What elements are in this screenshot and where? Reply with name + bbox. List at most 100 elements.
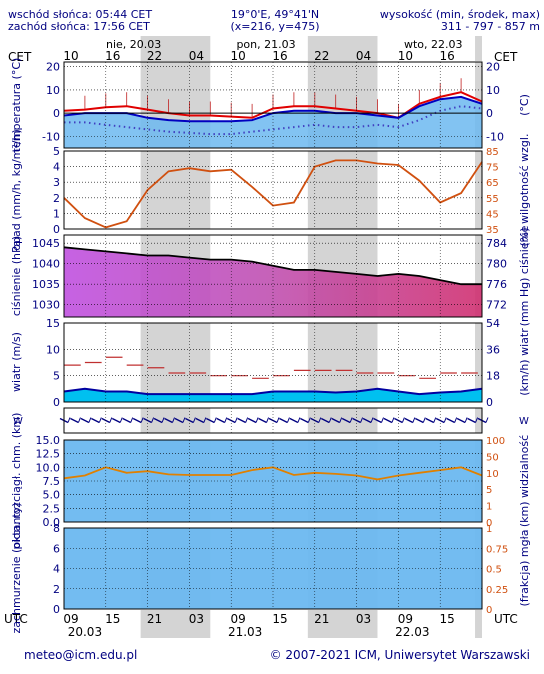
utc-label: UTC [4, 612, 28, 626]
wind-direction-arrow [446, 417, 455, 424]
visibility-tick-label: 50 [486, 452, 499, 463]
wind-direction-barb [276, 417, 280, 423]
cloudcover-tick-label: 2 [53, 583, 60, 596]
pressure-tick-label: 1035 [32, 278, 60, 291]
cloud-tick-label: 10.0 [36, 461, 61, 474]
left-axis-title: wiatr (m/s) [10, 332, 23, 392]
wind-direction-barb [88, 417, 92, 423]
top-timeline-bg [64, 36, 482, 61]
panel-frame [63, 407, 483, 434]
wind-direction-arrow [153, 417, 163, 424]
right-axis-title: (km) widzialność [518, 435, 531, 527]
wind-direction-barb [286, 417, 290, 423]
humidity-tick-label: 75 [486, 163, 499, 174]
cet-hour-tick: 16 [440, 49, 455, 63]
night-band [475, 323, 482, 402]
fog-tick-label: 0.5 [486, 565, 502, 576]
cloudcover-tick-label: 8 [53, 522, 60, 535]
right-axis-title: (mm Hg) ciśnienie [518, 225, 531, 326]
wind-direction-arrow [341, 417, 351, 424]
precip-tick-label: 3 [53, 176, 60, 189]
wind-direction-barb [245, 417, 249, 423]
wind-direction-barb [234, 417, 238, 423]
day-label-top: wto, 22.03 [404, 38, 463, 51]
night-band [307, 323, 378, 402]
left-axis-title: opad (mm/h, kg/m²/h) [10, 129, 23, 250]
wind-direction-barb [182, 417, 186, 423]
night-band [475, 151, 482, 229]
wind-direction-barb [318, 417, 322, 423]
night-band-top [140, 36, 211, 61]
night-band-top [307, 36, 378, 61]
dew-point-line [64, 105, 483, 136]
sunrise-text: wschód słońca: 05:44 CET [8, 8, 153, 21]
utc-hour-tick: 09 [398, 612, 413, 626]
visibility-tick-label: 1 [486, 502, 492, 513]
wind-direction-arrow [132, 417, 142, 424]
temperature-tick-label: 0 [53, 107, 60, 120]
wind-direction-arrow [404, 417, 414, 424]
contact-email[interactable]: meteo@icm.edu.pl [24, 648, 138, 662]
cet-hour-tick: 22 [314, 49, 329, 63]
pressure-area [64, 247, 482, 317]
wind-direction-arrow [195, 417, 205, 424]
fog-tick-label: 1 [486, 524, 492, 535]
temperature-tick-label-right: -10 [486, 130, 504, 143]
elevation-label: wysokość (min, środek, max) [379, 8, 540, 21]
wind-direction-barb [98, 417, 102, 423]
panel-frame [63, 322, 483, 403]
utc-hour-tick: 03 [189, 612, 204, 626]
wind-direction-barb [464, 417, 468, 423]
wind-direction-barb [67, 417, 71, 423]
cloud-tick-label: 5.0 [43, 489, 61, 502]
fog-tick-label: 0 [486, 605, 492, 616]
night-band-bottom [140, 610, 211, 638]
utc-hour-tick: 09 [63, 612, 78, 626]
right-axis-title: (%) wilgotność wzgl. [518, 134, 531, 247]
utc-label-right: UTC [494, 612, 518, 626]
visibility-tick-label: 0 [486, 518, 492, 529]
cloud-tick-label: 2.5 [43, 502, 61, 515]
wind-direction-arrow [70, 417, 79, 424]
cet-hour-tick: 10 [231, 49, 246, 63]
wind-direction-arrow [425, 417, 435, 424]
cet-hour-tick: 10 [398, 49, 413, 63]
right-axis-title: (°C) [518, 94, 531, 116]
wind-direction-arrow [414, 417, 424, 424]
fog-tick-label: 0.75 [486, 544, 508, 555]
visibility-tick-label: 100 [486, 436, 505, 447]
wind-direction-arrow [456, 417, 466, 424]
precip-tick-label: 2 [53, 192, 60, 205]
pressure-tick-label: 1030 [32, 299, 60, 312]
wind-tick-label: 15 [46, 317, 60, 330]
precip-tick-label: 1 [53, 207, 60, 220]
wind-direction-barb [172, 417, 175, 423]
wind-direction-barb [443, 417, 447, 423]
wind-direction-barb [412, 417, 416, 423]
utc-hour-tick: 15 [440, 612, 455, 626]
right-axis-title: (km/h) wiatr [518, 328, 531, 396]
temperature-tick-label: 10 [46, 84, 60, 97]
cloud-tick-label: 7.5 [43, 475, 61, 488]
wind-direction-barb [349, 417, 353, 423]
wind-direction-arrow [164, 417, 173, 424]
cloud-tick-label: 0.0 [43, 516, 61, 529]
wind-direction-barb [192, 417, 196, 423]
temperature-tick-label: 20 [46, 61, 60, 74]
wind-tick-label: 0 [53, 396, 60, 409]
wind-direction-barb [130, 417, 134, 423]
wind-direction-arrow [174, 417, 184, 424]
cet-label: CET [8, 50, 32, 64]
cet-hour-tick: 22 [147, 49, 162, 63]
precip-tick-label: 5 [53, 145, 60, 158]
day-label-top: nie, 20.03 [106, 38, 161, 51]
elevation-values: 311 - 797 - 857 m [440, 20, 540, 33]
panel-frame [63, 234, 483, 318]
panel-frame [63, 150, 483, 230]
wind-direction-barb [391, 417, 395, 423]
cet-hour-tick: 04 [356, 49, 371, 63]
humidity-tick-label: 45 [486, 209, 499, 220]
wind-direction-barb [339, 417, 343, 423]
coordinates-text: 19°0'E, 49°41'N [230, 8, 320, 21]
wind-direction-arrow [373, 417, 382, 424]
